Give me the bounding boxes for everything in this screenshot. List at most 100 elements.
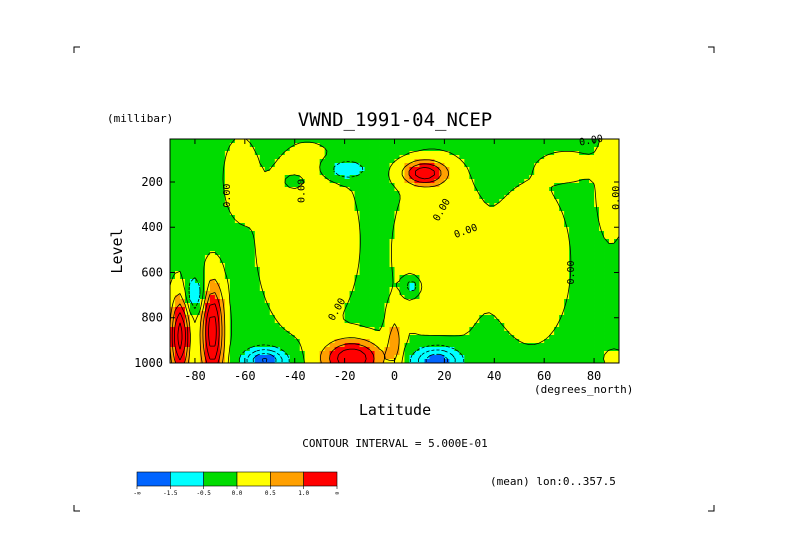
field-cell <box>499 171 505 176</box>
field-cell <box>224 267 231 272</box>
field-cell <box>429 207 435 212</box>
field-cell <box>604 155 610 160</box>
field-cell <box>459 179 465 184</box>
field-cell <box>304 243 311 248</box>
field-cell <box>569 295 575 300</box>
field-cell <box>204 231 211 236</box>
field-cell <box>354 155 360 160</box>
field-cell <box>499 327 505 332</box>
field-cell <box>264 307 271 312</box>
field-cell <box>579 303 585 308</box>
field-cell <box>179 239 186 244</box>
field-cell <box>199 255 206 260</box>
field-cell <box>499 319 505 324</box>
field-cell <box>179 163 186 168</box>
field-cell <box>414 283 420 288</box>
field-cell <box>469 147 475 152</box>
field-cell <box>239 143 246 148</box>
field-cell <box>459 151 465 156</box>
field-cell <box>239 195 246 200</box>
field-cell <box>529 223 535 228</box>
field-cell <box>369 151 375 156</box>
field-cell <box>214 339 221 344</box>
field-cell <box>284 219 291 224</box>
field-cell <box>384 255 390 260</box>
field-cell <box>359 291 365 296</box>
field-cell <box>389 139 395 144</box>
field-cell <box>549 267 555 272</box>
field-cell <box>569 327 575 332</box>
field-cell <box>254 307 261 312</box>
field-cell <box>249 219 256 224</box>
field-cell <box>574 311 580 316</box>
field-cell <box>589 347 595 352</box>
field-cell <box>304 155 311 160</box>
field-cell <box>170 235 176 240</box>
field-cell <box>424 299 430 304</box>
field-cell <box>459 211 465 216</box>
field-cell <box>224 339 231 344</box>
field-cell <box>354 179 360 184</box>
field-cell <box>534 307 540 312</box>
field-cell <box>199 247 206 252</box>
field-cell <box>479 151 485 156</box>
field-cell <box>269 303 276 308</box>
field-cell <box>444 303 450 308</box>
field-cell <box>569 283 575 288</box>
field-cell <box>524 147 530 152</box>
field-cell <box>194 227 201 232</box>
field-cell <box>599 215 605 220</box>
field-cell <box>379 239 385 244</box>
field-cell <box>329 299 336 304</box>
field-cell <box>194 291 201 296</box>
field-cell <box>309 271 316 276</box>
field-cell <box>454 167 460 172</box>
field-cell <box>284 275 291 280</box>
field-cell <box>199 347 206 352</box>
field-cell <box>234 183 241 188</box>
field-cell <box>339 335 346 340</box>
field-cell <box>179 263 186 268</box>
field-cell <box>434 355 440 360</box>
field-cell <box>374 267 380 272</box>
field-cell <box>559 283 565 288</box>
field-cell <box>194 203 201 208</box>
field-cell <box>199 239 206 244</box>
field-cell <box>334 275 341 280</box>
field-cell <box>459 275 465 280</box>
field-cell <box>464 343 470 348</box>
field-cell <box>524 327 530 332</box>
field-cell <box>424 211 430 216</box>
field-cell <box>284 251 291 256</box>
field-cell <box>304 315 311 320</box>
field-cell <box>594 219 600 224</box>
contour-field <box>170 139 619 363</box>
field-cell <box>464 179 470 184</box>
field-cell <box>404 347 410 352</box>
field-cell <box>264 291 271 296</box>
field-cell <box>459 279 465 284</box>
field-cell <box>524 207 530 212</box>
field-cell <box>464 327 470 332</box>
field-cell <box>539 287 545 292</box>
field-cell <box>374 179 380 184</box>
field-cell <box>359 179 365 184</box>
field-cell <box>494 291 500 296</box>
field-cell <box>339 279 346 284</box>
field-cell <box>424 203 430 208</box>
field-cell <box>494 335 500 340</box>
field-cell <box>309 175 316 180</box>
field-cell <box>274 315 281 320</box>
field-cell <box>289 355 296 360</box>
field-cell <box>429 187 435 192</box>
field-cell <box>614 143 619 148</box>
field-cell <box>359 295 365 300</box>
field-cell <box>584 355 590 360</box>
field-cell <box>584 351 590 356</box>
field-cell <box>599 323 605 328</box>
field-cell <box>284 239 291 244</box>
field-cell <box>294 247 301 252</box>
field-cell <box>494 243 500 248</box>
field-cell <box>184 147 191 152</box>
field-cell <box>439 323 445 328</box>
